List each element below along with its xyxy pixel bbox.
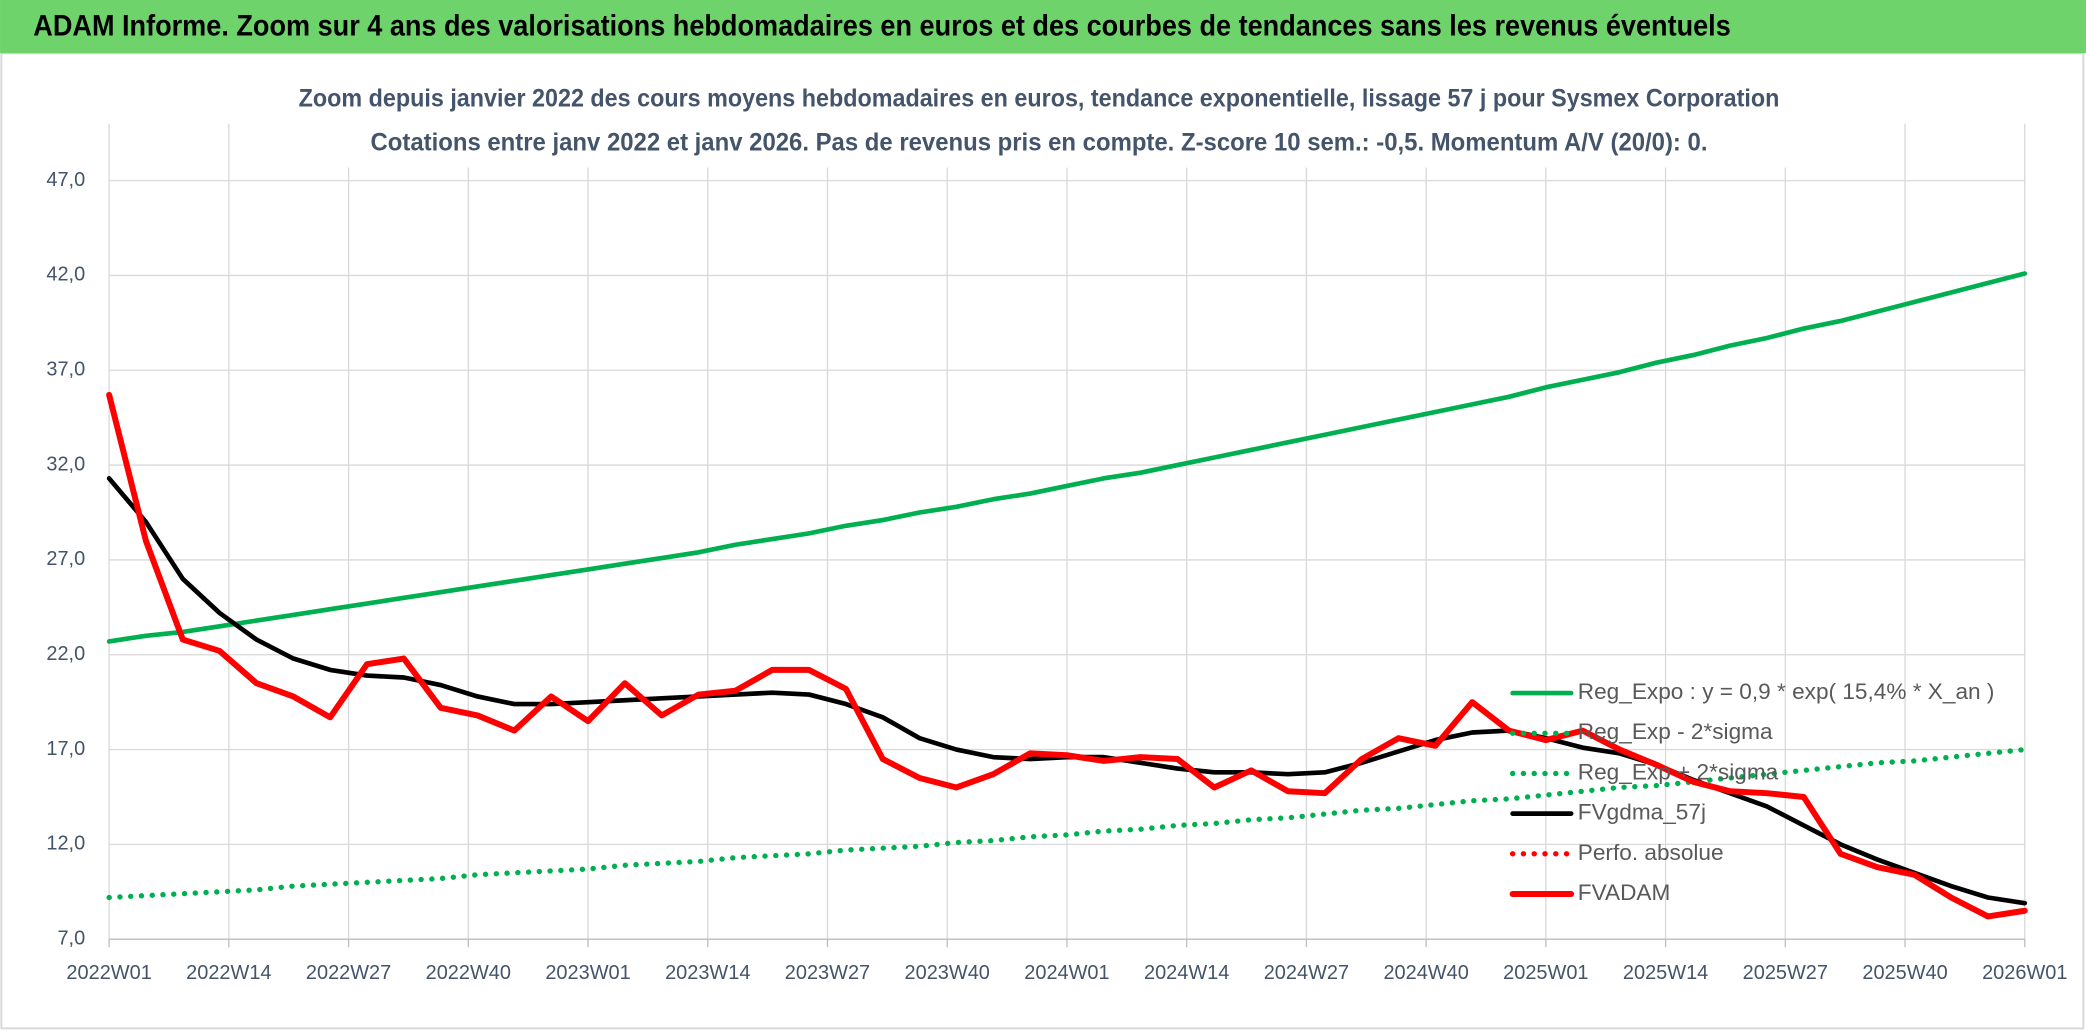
x-tick-label: 2025W40: [1862, 962, 1947, 984]
x-tick-label: 2024W01: [1024, 962, 1109, 984]
legend-label: Reg_Exp - 2*sigma: [1578, 719, 1773, 744]
x-tick-label: 2023W40: [905, 962, 990, 984]
x-tick-label: 2026W01: [1982, 962, 2067, 984]
line-series: [106, 391, 2028, 920]
legend-label: Perfo. absolue: [1578, 840, 1724, 865]
x-tick-label: 2024W27: [1264, 962, 1349, 984]
legend-label: FVgdma_57j: [1578, 800, 1706, 825]
y-tick-label: 12,0: [46, 833, 85, 855]
legend: Reg_Expo : y = 0,9 * exp( 15,4% * X_an )…: [1509, 679, 1995, 905]
x-tick-label: 2024W40: [1383, 962, 1468, 984]
x-tick-label: 2023W14: [665, 962, 750, 984]
chart-subtitle: Cotations entre janv 2022 et janv 2026. …: [371, 128, 1708, 156]
legend-label: Reg_Exp + 2*sigma: [1578, 759, 1779, 784]
x-tick-label: 2022W01: [66, 962, 151, 984]
x-tick-label: 2025W27: [1743, 962, 1828, 984]
chart-title: ADAM Informe. Zoom sur 4 ans des valoris…: [33, 11, 1730, 43]
line-series: [106, 746, 2028, 901]
plot-lines: [106, 271, 2028, 920]
y-tick-label: 22,0: [46, 643, 85, 665]
y-tick-label: 32,0: [46, 453, 85, 475]
y-tick-label: 27,0: [46, 548, 85, 570]
axes: 7,0 12,0 17,0 22,0 27,0 32,0 37,0 42,0 47,0 2022W…: [46, 169, 2067, 984]
x-tick-label: 2023W27: [785, 962, 870, 984]
header-bar: [0, 0, 2086, 54]
y-tick-label: 42,0: [46, 264, 85, 286]
y-tick-label: 7,0: [57, 927, 85, 949]
y-tick-label: 37,0: [46, 359, 85, 381]
x-tick-label: 2022W40: [426, 962, 511, 984]
chart-subtitle: Zoom depuis janvier 2022 des cours moyen…: [299, 84, 1780, 112]
x-tick-label: 2025W14: [1623, 962, 1708, 984]
x-tick-label: 2022W27: [306, 962, 391, 984]
subtitle-box: [292, 74, 1790, 168]
x-tick-label: 2022W14: [186, 962, 271, 984]
y-tick-label: 47,0: [46, 169, 85, 191]
y-tick-label: 17,0: [46, 738, 85, 760]
legend-label: FVADAM: [1578, 880, 1671, 905]
x-tick-label: 2025W01: [1503, 962, 1588, 984]
x-tick-label: 2024W14: [1144, 962, 1229, 984]
line-series: [106, 271, 2028, 644]
legend-label: Reg_Expo : y = 0,9 * exp( 15,4% * X_an ): [1578, 679, 1995, 704]
x-tick-label: 2023W01: [545, 962, 630, 984]
